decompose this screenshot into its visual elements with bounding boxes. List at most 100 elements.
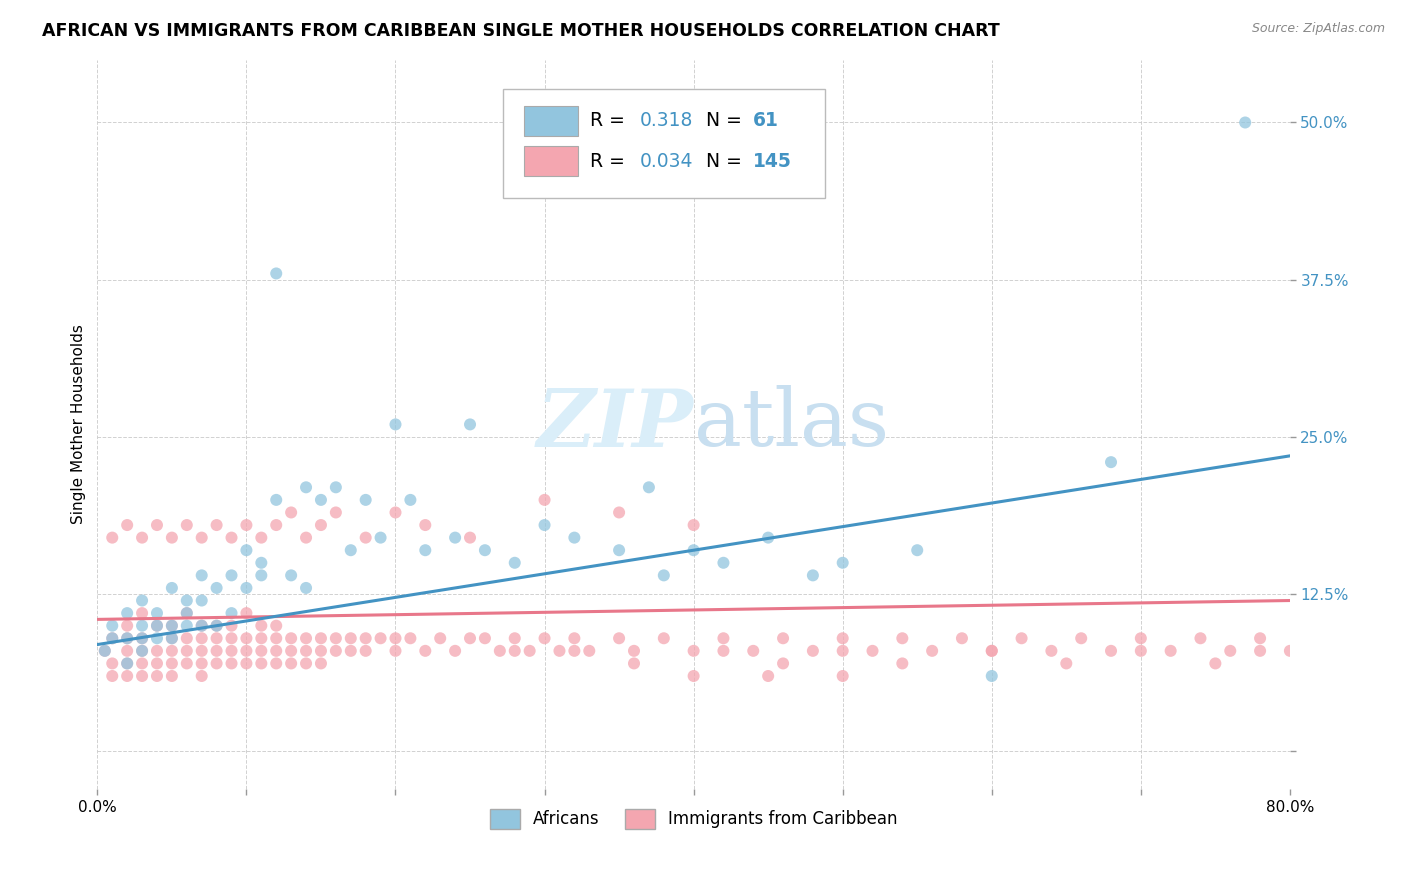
FancyBboxPatch shape <box>524 105 578 136</box>
Point <box>190 593 212 607</box>
Point <box>146 669 169 683</box>
Point <box>190 568 212 582</box>
Point <box>295 657 318 671</box>
Point <box>131 632 153 646</box>
Point <box>146 657 169 671</box>
Point <box>205 632 228 646</box>
Point <box>713 556 735 570</box>
Point <box>115 618 138 632</box>
Point <box>264 267 287 281</box>
Point <box>772 632 794 646</box>
Point <box>682 644 704 658</box>
Point <box>131 644 153 658</box>
Point <box>354 644 377 658</box>
Point <box>115 657 138 671</box>
Text: R =: R = <box>591 152 631 170</box>
Point <box>309 518 332 533</box>
Point <box>682 518 704 533</box>
Point <box>325 480 347 494</box>
Point <box>205 657 228 671</box>
Point <box>221 606 243 620</box>
Point <box>772 657 794 671</box>
Point <box>131 593 153 607</box>
Point <box>190 632 212 646</box>
Point <box>309 657 332 671</box>
Point <box>713 644 735 658</box>
Point <box>1249 644 1271 658</box>
Point <box>221 531 243 545</box>
Point <box>1040 644 1063 658</box>
Point <box>190 618 212 632</box>
Text: R =: R = <box>591 111 631 129</box>
Point <box>295 531 318 545</box>
Point <box>295 632 318 646</box>
Point <box>503 632 526 646</box>
Point <box>444 644 467 658</box>
Point <box>190 669 212 683</box>
Point <box>503 644 526 658</box>
Point <box>115 657 138 671</box>
Point <box>205 618 228 632</box>
Point <box>101 632 124 646</box>
Point <box>235 543 257 558</box>
Point <box>429 632 451 646</box>
Text: 0.318: 0.318 <box>640 111 693 129</box>
Point <box>831 632 853 646</box>
Point <box>250 632 273 646</box>
Point <box>131 606 153 620</box>
Point <box>980 644 1002 658</box>
Point <box>519 644 541 658</box>
Point <box>1099 455 1122 469</box>
Point <box>205 618 228 632</box>
Point <box>146 618 169 632</box>
Text: N =: N = <box>706 111 748 129</box>
Point <box>399 492 422 507</box>
Point <box>160 581 183 595</box>
Point <box>325 644 347 658</box>
Point <box>235 518 257 533</box>
Text: ZIP: ZIP <box>537 385 693 463</box>
Point <box>101 632 124 646</box>
Point <box>607 632 630 646</box>
Point <box>190 657 212 671</box>
Point <box>638 480 661 494</box>
Point <box>607 543 630 558</box>
Point <box>235 657 257 671</box>
Point <box>280 644 302 658</box>
Point <box>489 644 512 658</box>
Point <box>399 632 422 646</box>
Point <box>131 618 153 632</box>
Point <box>801 568 824 582</box>
Point <box>221 657 243 671</box>
Point <box>533 632 555 646</box>
Point <box>444 531 467 545</box>
Point <box>1160 644 1182 658</box>
Y-axis label: Single Mother Households: Single Mother Households <box>72 325 86 524</box>
Point <box>980 644 1002 658</box>
Point <box>801 644 824 658</box>
Point <box>264 632 287 646</box>
Point <box>280 632 302 646</box>
Point <box>713 632 735 646</box>
Point <box>339 644 361 658</box>
Point <box>950 632 973 646</box>
Text: AFRICAN VS IMMIGRANTS FROM CARIBBEAN SINGLE MOTHER HOUSEHOLDS CORRELATION CHART: AFRICAN VS IMMIGRANTS FROM CARIBBEAN SIN… <box>42 22 1000 40</box>
Point <box>235 606 257 620</box>
Point <box>176 657 198 671</box>
Point <box>131 644 153 658</box>
Point <box>205 518 228 533</box>
Point <box>115 644 138 658</box>
Point <box>354 531 377 545</box>
Point <box>115 518 138 533</box>
Point <box>160 657 183 671</box>
Point <box>413 543 436 558</box>
Point <box>146 518 169 533</box>
Point <box>384 417 406 432</box>
Point <box>309 492 332 507</box>
Point <box>921 644 943 658</box>
Point <box>1054 657 1077 671</box>
Point <box>862 644 884 658</box>
Point <box>564 531 586 545</box>
Point <box>160 644 183 658</box>
Point <box>756 669 779 683</box>
